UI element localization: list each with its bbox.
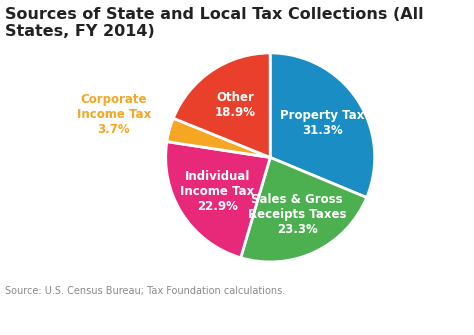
Text: Other
18.9%: Other 18.9%	[215, 91, 255, 120]
Wedge shape	[173, 53, 270, 157]
Text: TAX FOUNDATION: TAX FOUNDATION	[6, 314, 123, 327]
Text: Individual
Income Tax
22.9%: Individual Income Tax 22.9%	[180, 170, 255, 213]
Text: @TaxFoundation: @TaxFoundation	[371, 314, 468, 327]
Text: Sales & Gross
Receipts Taxes
23.3%: Sales & Gross Receipts Taxes 23.3%	[248, 193, 346, 236]
Wedge shape	[270, 53, 375, 198]
Wedge shape	[165, 142, 270, 258]
Wedge shape	[241, 157, 367, 262]
Text: Sources of State and Local Tax Collections (All States, FY 2014): Sources of State and Local Tax Collectio…	[5, 7, 423, 39]
Text: Source: U.S. Census Bureau; Tax Foundation calculations.: Source: U.S. Census Bureau; Tax Foundati…	[5, 286, 285, 296]
Wedge shape	[167, 118, 270, 157]
Text: Corporate
Income Tax
3.7%: Corporate Income Tax 3.7%	[77, 93, 151, 136]
Text: Property Tax
31.3%: Property Tax 31.3%	[280, 109, 365, 137]
